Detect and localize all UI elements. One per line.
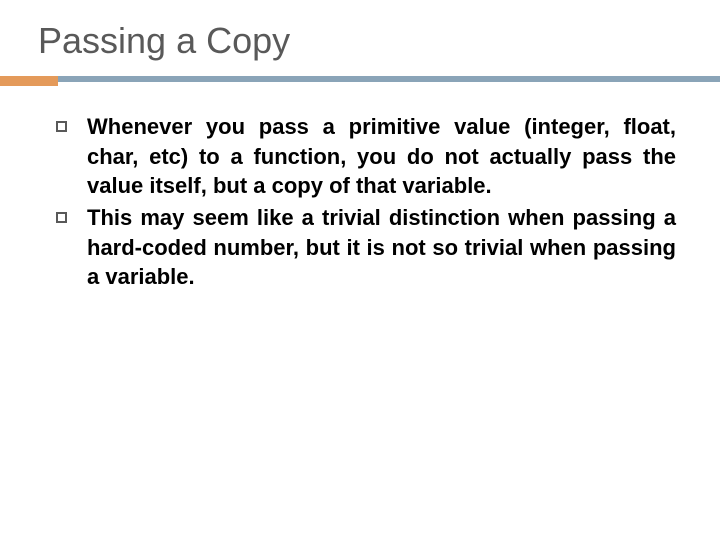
slide-title: Passing a Copy xyxy=(0,20,720,76)
content-area: Whenever you pass a primitive value (int… xyxy=(0,112,720,292)
list-item: This may seem like a trivial distinction… xyxy=(56,203,676,292)
list-item: Whenever you pass a primitive value (int… xyxy=(56,112,676,201)
divider xyxy=(0,76,720,86)
bullet-text: Whenever you pass a primitive value (int… xyxy=(87,112,676,201)
bullet-square-icon xyxy=(56,212,67,223)
divider-line xyxy=(0,76,720,82)
divider-accent xyxy=(0,76,58,86)
slide: Passing a Copy Whenever you pass a primi… xyxy=(0,0,720,540)
bullet-square-icon xyxy=(56,121,67,132)
bullet-text: This may seem like a trivial distinction… xyxy=(87,203,676,292)
